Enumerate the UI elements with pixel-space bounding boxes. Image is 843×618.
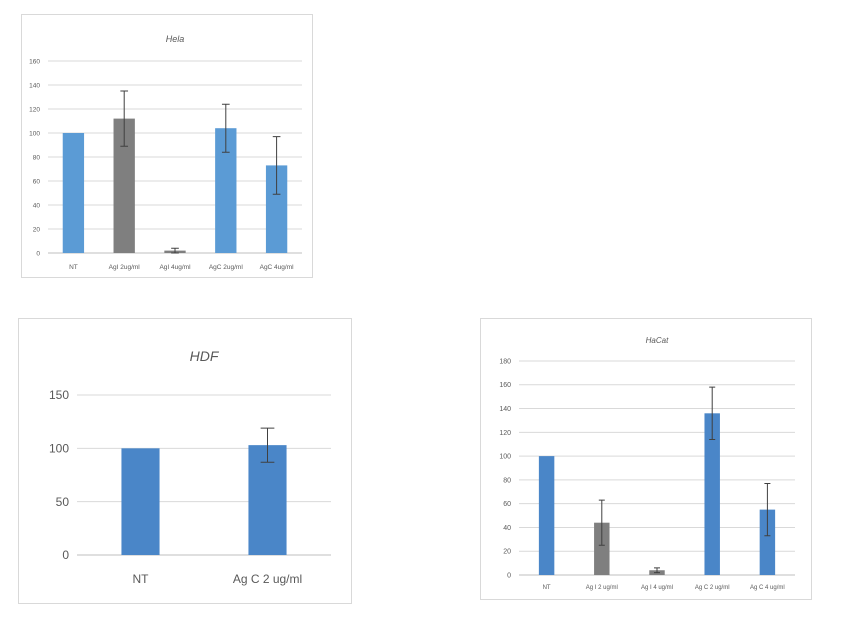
error-bar: [260, 427, 275, 463]
y-tick-label: 180: [499, 358, 511, 365]
hacat-chart-svg: HaCat 0 20 40 60 80 100 120 140 160 180 NT Ag I 2 ug…: [499, 336, 795, 591]
y-tick-label: 40: [503, 525, 511, 532]
x-tick-label: NT: [543, 585, 551, 591]
y-tick-label: 120: [499, 430, 511, 437]
y-tick-label: 160: [29, 58, 40, 65]
hdf-chart: HDF 0 50 100 150 NT Ag C 2 ug/ml: [18, 318, 352, 604]
y-tick-label: 60: [503, 501, 511, 508]
error-bar: [120, 90, 129, 147]
y-tick-label: 80: [503, 477, 511, 484]
y-tick-label: 0: [36, 250, 40, 257]
bar: [62, 133, 85, 253]
x-tick-label: AgC 2ug/ml: [209, 264, 244, 271]
bar: [538, 456, 555, 575]
x-tick-label: Ag I 4 ug/ml: [641, 585, 673, 591]
y-tick-label: 20: [33, 226, 41, 233]
error-bar: [221, 103, 230, 153]
x-tick-label: Ag C 4 ug/ml: [750, 585, 785, 591]
bar: [215, 128, 237, 253]
chart-title: Hela: [166, 34, 185, 44]
y-tick-label: 20: [503, 549, 511, 556]
error-bar: [171, 247, 179, 254]
error-bar: [654, 567, 660, 574]
bar: [121, 448, 160, 555]
y-tick-label: 120: [29, 106, 40, 113]
bar: [759, 509, 776, 575]
y-tick-label: 140: [29, 82, 40, 89]
y-tick-label: 100: [29, 130, 40, 137]
error-bar: [598, 499, 605, 546]
hela-chart: Hela 0 20 40 60 80 100 120 140 160 NT AgI 2ug/ml AgI…: [21, 14, 313, 278]
chart-title: HaCat: [646, 336, 669, 345]
y-tick-label: 0: [507, 572, 511, 579]
bar: [265, 165, 288, 253]
x-tick-label: Ag C 2 ug/ml: [233, 572, 302, 586]
x-tick-label: Ag C 2 ug/ml: [695, 585, 730, 591]
bar: [248, 445, 287, 555]
y-tick-label: 150: [49, 388, 69, 402]
y-tick-label: 100: [49, 442, 69, 456]
y-tick-label: 0: [62, 548, 69, 562]
hela-chart-svg: Hela 0 20 40 60 80 100 120 140 160 NT AgI 2ug/ml AgI…: [29, 34, 302, 271]
hacat-chart: HaCat 0 20 40 60 80 100 120 140 160 180 NT Ag I 2 ug…: [480, 318, 812, 600]
error-bar: [709, 386, 716, 440]
bar: [704, 413, 720, 575]
x-tick-label: AgC 4ug/ml: [260, 264, 295, 271]
x-tick-label: AgI 2ug/ml: [109, 264, 141, 271]
x-tick-label: NT: [133, 572, 150, 586]
y-tick-label: 60: [33, 178, 41, 185]
bar: [594, 522, 610, 575]
y-tick-label: 80: [33, 154, 41, 161]
y-tick-label: 160: [499, 382, 511, 389]
x-tick-label: Ag I 2 ug/ml: [586, 585, 618, 591]
y-tick-label: 40: [33, 202, 41, 209]
x-tick-label: AgI 4ug/ml: [159, 264, 191, 271]
error-bar: [272, 136, 281, 195]
x-tick-label: NT: [69, 264, 78, 271]
hdf-chart-svg: HDF 0 50 100 150 NT Ag C 2 ug/ml: [49, 348, 331, 586]
y-tick-label: 100: [499, 454, 511, 461]
chart-title: HDF: [190, 348, 220, 364]
y-tick-label: 140: [499, 406, 511, 413]
y-tick-label: 50: [56, 495, 70, 509]
bar: [113, 118, 135, 253]
error-bar: [764, 482, 771, 537]
